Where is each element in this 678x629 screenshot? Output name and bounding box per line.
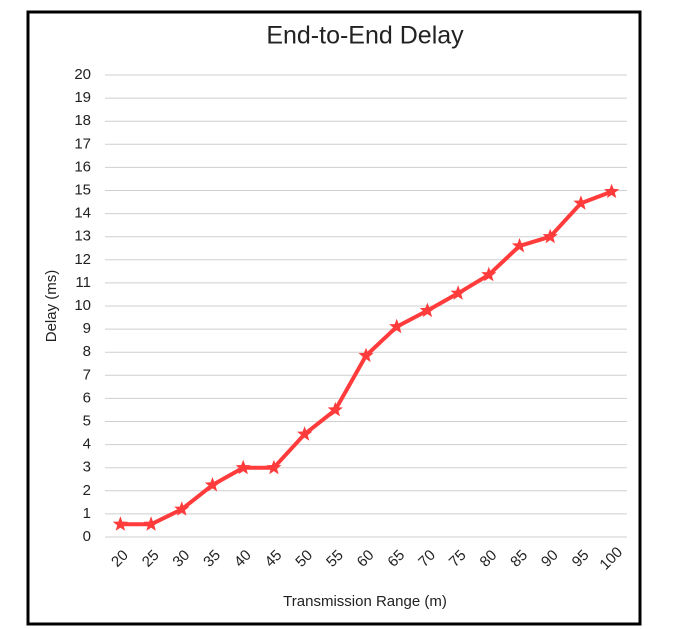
y-tick-label: 6 <box>83 389 91 406</box>
y-tick-label: 12 <box>74 251 91 268</box>
data-point <box>511 237 528 253</box>
y-tick-label: 8 <box>83 343 91 360</box>
data-point <box>542 228 558 244</box>
y-tick-label: 3 <box>83 459 91 476</box>
data-point <box>235 459 251 475</box>
y-tick-label: 0 <box>83 528 91 545</box>
data-point <box>450 285 466 300</box>
y-axis-label: Delay (ms) <box>43 270 60 343</box>
y-tick-label: 19 <box>74 89 91 106</box>
data-point <box>573 195 589 210</box>
x-axis-label: Transmission Range (m) <box>283 593 447 610</box>
y-tick-label: 10 <box>74 297 91 314</box>
y-tick-label: 17 <box>74 135 91 152</box>
y-tick-label: 16 <box>74 158 91 175</box>
y-tick-label: 20 <box>74 66 91 83</box>
data-point <box>481 266 497 282</box>
data-point <box>327 401 343 417</box>
y-tick-label: 4 <box>83 436 91 453</box>
data-point <box>112 516 128 531</box>
y-tick-label: 13 <box>74 228 91 245</box>
y-tick-label: 2 <box>83 482 91 499</box>
data-point <box>266 459 282 475</box>
data-point <box>358 347 374 363</box>
y-tick-label: 5 <box>83 412 91 429</box>
y-tick-label: 11 <box>75 274 91 291</box>
data-point <box>604 183 620 199</box>
chart-title: End-to-End Delay <box>266 22 464 50</box>
data-point <box>419 302 435 318</box>
chart-frame <box>26 10 642 626</box>
y-tick-label: 18 <box>74 112 91 129</box>
y-tick-label: 7 <box>83 366 91 383</box>
y-tick-label: 1 <box>83 505 91 522</box>
data-point <box>297 426 313 441</box>
data-point <box>174 501 190 516</box>
y-tick-label: 15 <box>74 181 91 198</box>
y-tick-label: 14 <box>74 205 91 222</box>
data-point <box>143 516 159 531</box>
y-tick-label: 9 <box>83 320 91 337</box>
data-point <box>389 318 405 334</box>
data-point <box>204 477 221 492</box>
